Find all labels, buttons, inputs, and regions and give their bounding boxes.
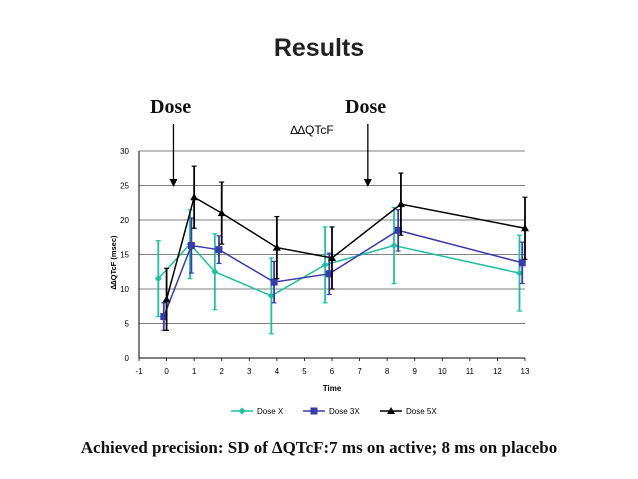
legend-swatch-marker [310,407,318,415]
y-tick-label: 30 [120,147,129,156]
x-tick-label: 3 [247,367,252,376]
dose-label-first: Dose [150,96,192,118]
data-point [270,278,278,286]
dose-arrow-layer [169,124,372,187]
y-axis-title: ∆∆QTcF (msec) [109,235,118,290]
data-point [217,209,226,217]
x-axis-title: Time [323,384,342,393]
data-point [154,275,162,283]
series-layer [154,165,529,335]
legend-entry-0: Dose X [231,407,284,416]
data-point [394,226,402,234]
x-tick-label: 0 [164,367,169,376]
data-point [328,253,336,261]
legend-swatch-marker [238,407,246,415]
data-point [521,224,529,232]
dose-arrow-head [169,179,178,187]
x-tick-label: 2 [219,367,224,376]
data-point [267,292,275,300]
data-point [187,242,195,250]
legend-label: Dose 3X [329,407,360,416]
y-tick-label: 0 [125,354,130,363]
data-point [321,261,329,269]
series-1 [160,209,526,331]
x-tick-label: 10 [438,367,447,376]
x-tick-label: 5 [302,367,307,376]
data-point [325,270,333,278]
series-2 [162,165,529,331]
x-tick-label: 11 [466,367,475,376]
data-point [160,313,168,321]
legend-swatch-marker [387,407,395,414]
dose-label-second: Dose [345,96,387,118]
x-tick-label: 9 [412,367,417,376]
y-tick-label: 25 [120,182,129,191]
x-tick-label: -1 [135,367,143,376]
data-point [190,193,199,201]
legend-layer: Dose X Dose 3X Dose 5X [231,407,437,416]
data-point [215,246,223,254]
x-tick-label: 8 [385,367,390,376]
x-tick-label: 12 [493,367,502,376]
data-point [211,268,219,276]
chart-title: ∆∆QTcF [290,123,333,137]
data-point [390,242,398,250]
x-tick-label: 13 [521,367,530,376]
label-layer: Time ∆∆QTcF (msec) ∆∆QTcF [109,123,342,393]
x-tick-label: 7 [357,367,362,376]
x-tick-label: 4 [275,367,280,376]
legend-entry-1: Dose 3X [303,407,360,416]
x-tick-label: 1 [192,367,197,376]
legend-label: Dose 5X [406,407,437,416]
dose-arrow-head [363,179,372,187]
y-tick-label: 20 [120,216,129,225]
data-point [518,259,526,267]
data-point [162,295,171,303]
y-tick-label: 5 [125,320,130,329]
y-tick-label: 10 [120,285,129,294]
x-tick-label: 6 [330,367,335,376]
y-tick-label: 15 [120,251,129,260]
data-point [515,269,523,277]
footer-note: Achieved precision: SD of ∆QTcF:7 ms on … [80,438,558,457]
slide-title: Results [273,34,365,62]
data-point [272,243,281,251]
data-point [396,200,405,208]
legend-entry-2: Dose 5X [380,407,437,416]
series-0 [154,206,523,335]
legend-label: Dose X [257,407,284,416]
